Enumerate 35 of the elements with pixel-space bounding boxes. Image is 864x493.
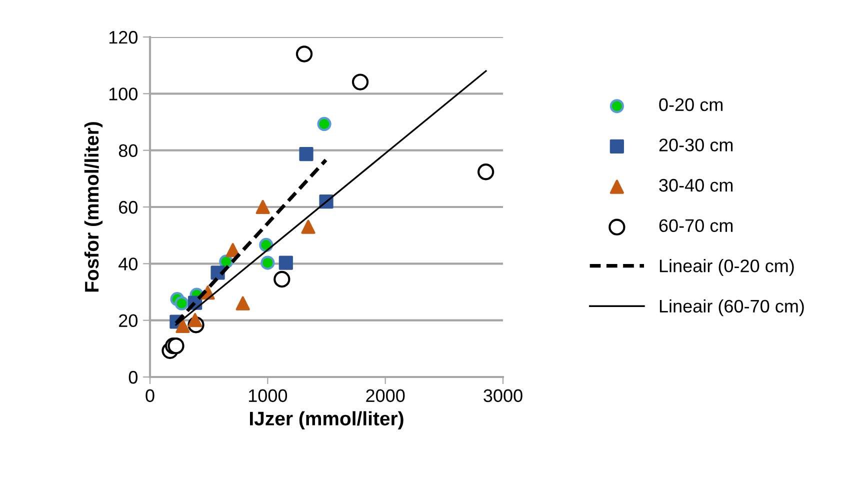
y-tick-label: 60 bbox=[119, 200, 138, 214]
legend-label: Lineair (0-20 cm) bbox=[660, 259, 794, 276]
point bbox=[317, 116, 332, 132]
x-axis-title: IJzer (mmol/liter) bbox=[250, 411, 404, 430]
point bbox=[256, 200, 270, 214]
legend-label: 60-70 cm bbox=[659, 219, 733, 232]
point bbox=[278, 256, 293, 270]
point bbox=[188, 312, 202, 328]
point bbox=[296, 46, 313, 62]
y-tick-label: 100 bbox=[109, 88, 138, 100]
point bbox=[236, 296, 250, 310]
point bbox=[260, 256, 275, 270]
legend-label: 30-40 cm bbox=[659, 178, 733, 192]
point bbox=[301, 220, 316, 234]
point bbox=[477, 164, 494, 180]
x-tick-label: 0 bbox=[146, 389, 154, 402]
y-tick-label: 20 bbox=[119, 314, 138, 328]
point bbox=[176, 318, 190, 334]
y-tick-label: 80 bbox=[118, 144, 138, 158]
y-tick-label: 0 bbox=[128, 370, 138, 384]
y-tick-label: 120 bbox=[109, 30, 138, 44]
point bbox=[299, 146, 314, 162]
point bbox=[168, 338, 184, 354]
point bbox=[274, 270, 290, 288]
point bbox=[226, 243, 240, 258]
y-axis-title: Fosfor (mmol/liter) bbox=[84, 122, 103, 292]
x-tick-label: 1000 bbox=[248, 389, 288, 402]
y-tick-label: 40 bbox=[118, 258, 138, 270]
point bbox=[352, 74, 369, 90]
x-tick-label: 2000 bbox=[366, 389, 405, 402]
x-tick-label: 3000 bbox=[484, 389, 522, 402]
point bbox=[174, 296, 189, 310]
legend-label: 20-30 cm bbox=[659, 138, 733, 152]
legend-label: Lineair (60-70 cm) bbox=[660, 299, 804, 316]
legend-label: 0-20 cm bbox=[659, 98, 722, 112]
